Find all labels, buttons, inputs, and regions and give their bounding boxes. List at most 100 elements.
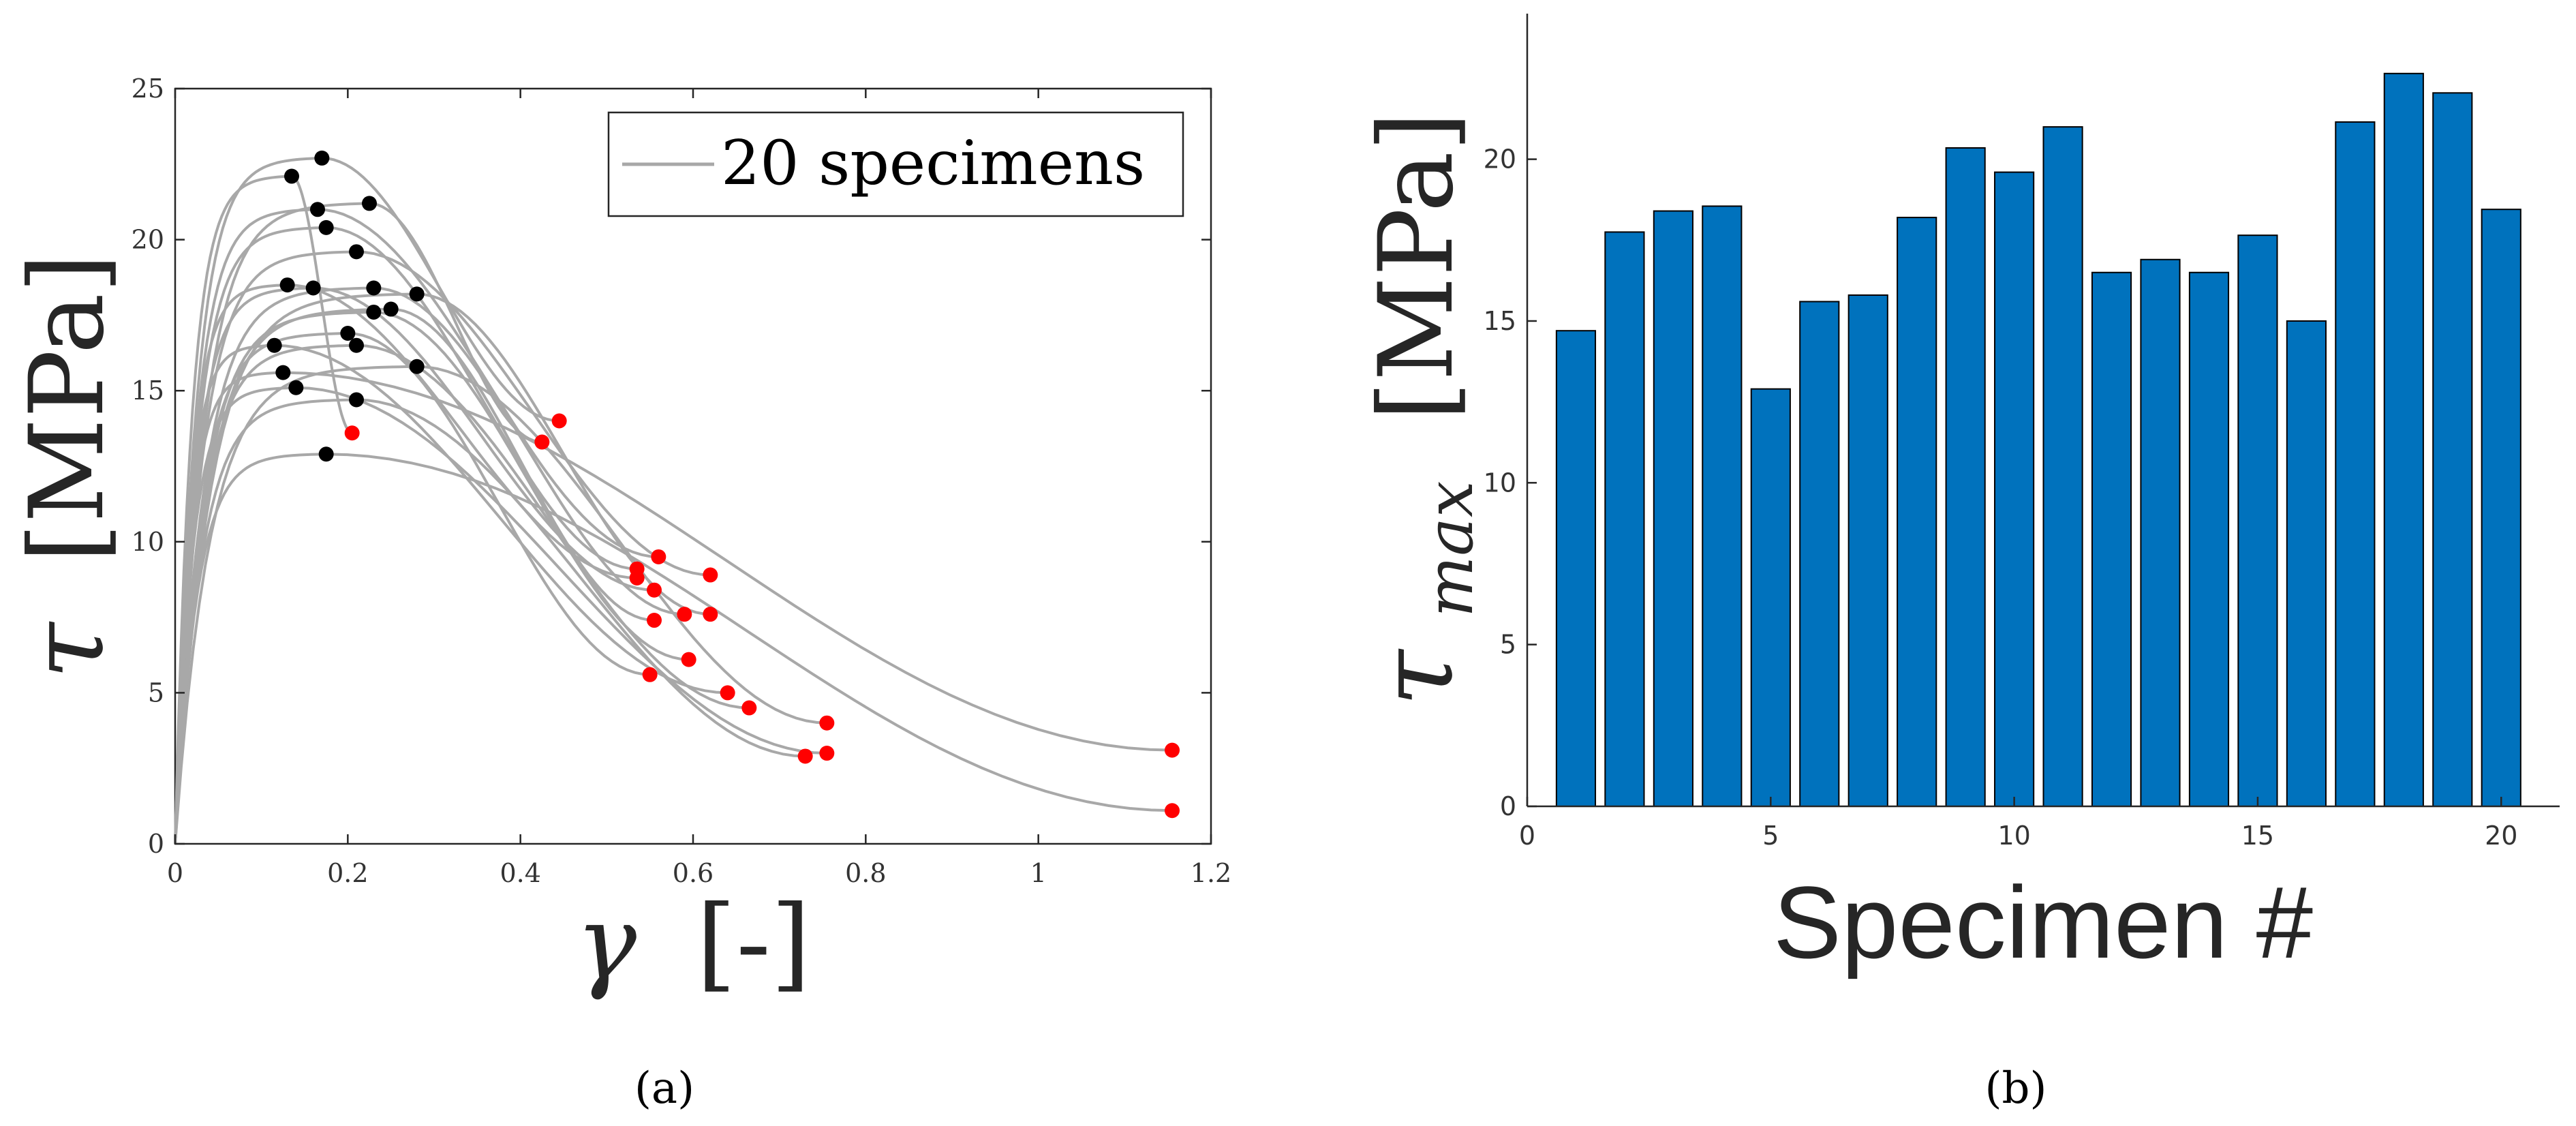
x-tick-label: 0.2 — [327, 858, 368, 888]
y-tick-label: 0 — [1500, 791, 1516, 821]
bar-specimen-7 — [1847, 294, 1888, 807]
bar-specimen-8 — [1897, 217, 1937, 807]
x-tick-label: 0 — [1519, 821, 1535, 851]
bar-specimen-4 — [1702, 205, 1743, 807]
caption-b: (b) — [1985, 1063, 2047, 1114]
failure-marker — [647, 613, 662, 628]
y-tick-label: 20 — [132, 225, 164, 255]
x-tick-label: 0 — [167, 858, 183, 888]
y-tick-label: 0 — [148, 829, 164, 859]
panel-b-x-ticks: 0 5 10 15 20 — [1519, 797, 2517, 851]
panel-b-x-axis-title: Specimen # — [1773, 865, 2313, 979]
failure-marker — [681, 652, 696, 667]
bar-specimen-20 — [2481, 209, 2521, 807]
panel-b-y-axis-subscript: max — [1413, 481, 1488, 617]
panel-b-y-axis-symbol: τ — [1358, 648, 1476, 706]
panel-a-x-ticks: 0 0.2 0.4 0.6 0.8 1 1.2 — [167, 89, 1231, 888]
caption-a: (a) — [634, 1063, 694, 1114]
x-tick-label: 20 — [2485, 821, 2517, 851]
x-tick-label: 0.4 — [500, 858, 540, 888]
y-tick-label: 15 — [132, 376, 164, 406]
y-tick-label: 5 — [1500, 630, 1516, 660]
peak-marker — [362, 196, 377, 211]
panel-a-y-axis-title: τ [MPa] — [8, 254, 127, 680]
legend: 20 specimens — [607, 111, 1184, 217]
svg-text:τ max [MPa]: τ max [MPa] — [1358, 112, 1497, 707]
failure-marker — [797, 748, 813, 764]
panel-a-x-axis-title: γ [-] — [575, 884, 810, 1003]
bar-specimen-19 — [2432, 92, 2473, 807]
failure-marker — [1165, 742, 1180, 758]
panel-a-x-axis-unit: [-] — [696, 884, 811, 1003]
bar-specimen-5 — [1750, 388, 1791, 807]
y-tick-label: 20 — [1484, 144, 1516, 174]
bar-specimen-12 — [2091, 271, 2132, 807]
y-tick-label: 10 — [132, 527, 164, 557]
x-tick-label: 15 — [2241, 821, 2274, 851]
svg-text:τ [MPa]: τ [MPa] — [8, 254, 127, 680]
panel-a-y-axis-symbol: τ — [8, 621, 127, 679]
peak-marker — [409, 286, 425, 302]
bar-specimen-6 — [1799, 301, 1840, 807]
y-tick-label: 15 — [1484, 306, 1516, 336]
peak-marker — [340, 325, 356, 341]
bar-specimen-10 — [1994, 171, 2035, 808]
bar-specimen-16 — [2286, 320, 2327, 808]
failure-marker — [1165, 803, 1180, 819]
x-tick-label: 0.8 — [845, 858, 886, 888]
failure-marker — [720, 685, 735, 701]
bar-specimen-14 — [2188, 271, 2230, 807]
y-tick-label: 25 — [132, 74, 164, 104]
peak-marker — [349, 337, 364, 353]
peak-marker — [288, 380, 304, 395]
panel-b-y-axis-unit: [MPa] — [1358, 112, 1476, 421]
peak-marker — [305, 280, 321, 296]
bar-specimen-17 — [2335, 121, 2376, 807]
failure-marker — [534, 434, 550, 450]
x-tick-label: 5 — [1762, 821, 1779, 851]
x-tick-label: 10 — [1997, 821, 2030, 851]
bar-specimen-15 — [2237, 234, 2278, 808]
failure-marker — [629, 570, 645, 585]
panel-a-shear-stress-strain-chart: 0 0.2 0.4 0.6 0.8 1 1.2 0 5 10 15 20 25 20 specimen… — [8, 74, 1231, 1114]
bars — [1555, 72, 2521, 808]
bar-specimen-11 — [2042, 126, 2083, 807]
panel-b-y-ticks: 0 5 10 15 20 — [1484, 144, 1537, 821]
failure-marker — [819, 715, 835, 731]
failure-marker — [703, 607, 718, 622]
x-tick-label: 0.6 — [673, 858, 714, 888]
peak-marker — [284, 168, 299, 184]
peak-marker — [266, 337, 282, 353]
failure-markers — [344, 413, 1180, 819]
failure-marker — [819, 746, 835, 761]
failure-marker — [344, 425, 360, 441]
peak-marker — [314, 150, 330, 166]
peak-marker — [310, 202, 325, 217]
peak-marker — [383, 301, 399, 317]
panel-a-y-ticks: 0 5 10 15 20 25 — [132, 74, 1211, 859]
peak-marker — [318, 446, 334, 462]
panel-b-max-shear-bar-chart: 0 5 10 15 20 0 5 10 15 20 τ max [MPa] Specimen #… — [1358, 14, 2560, 1114]
legend-label: 20 specimens — [721, 127, 1145, 199]
y-tick-label: 5 — [148, 678, 164, 707]
bar-specimen-18 — [2383, 72, 2424, 808]
failure-marker — [647, 582, 662, 598]
failure-marker — [677, 607, 692, 622]
failure-marker — [651, 549, 666, 564]
bar-specimen-1 — [1555, 330, 1597, 807]
y-tick-label: 10 — [1484, 468, 1516, 498]
peak-marker — [366, 304, 382, 320]
failure-marker — [642, 667, 658, 682]
failure-marker — [551, 413, 567, 429]
peak-marker — [318, 219, 334, 235]
bar-specimen-3 — [1653, 210, 1693, 807]
peak-marker — [366, 280, 382, 296]
peak-marker — [349, 244, 364, 260]
failure-marker — [703, 567, 718, 583]
x-tick-label: 1.2 — [1191, 858, 1231, 888]
bar-specimen-2 — [1604, 231, 1645, 807]
panel-b-y-axis-title: τ max [MPa] — [1358, 112, 1497, 707]
bar-specimen-13 — [2140, 258, 2181, 807]
peak-marker — [279, 277, 295, 293]
